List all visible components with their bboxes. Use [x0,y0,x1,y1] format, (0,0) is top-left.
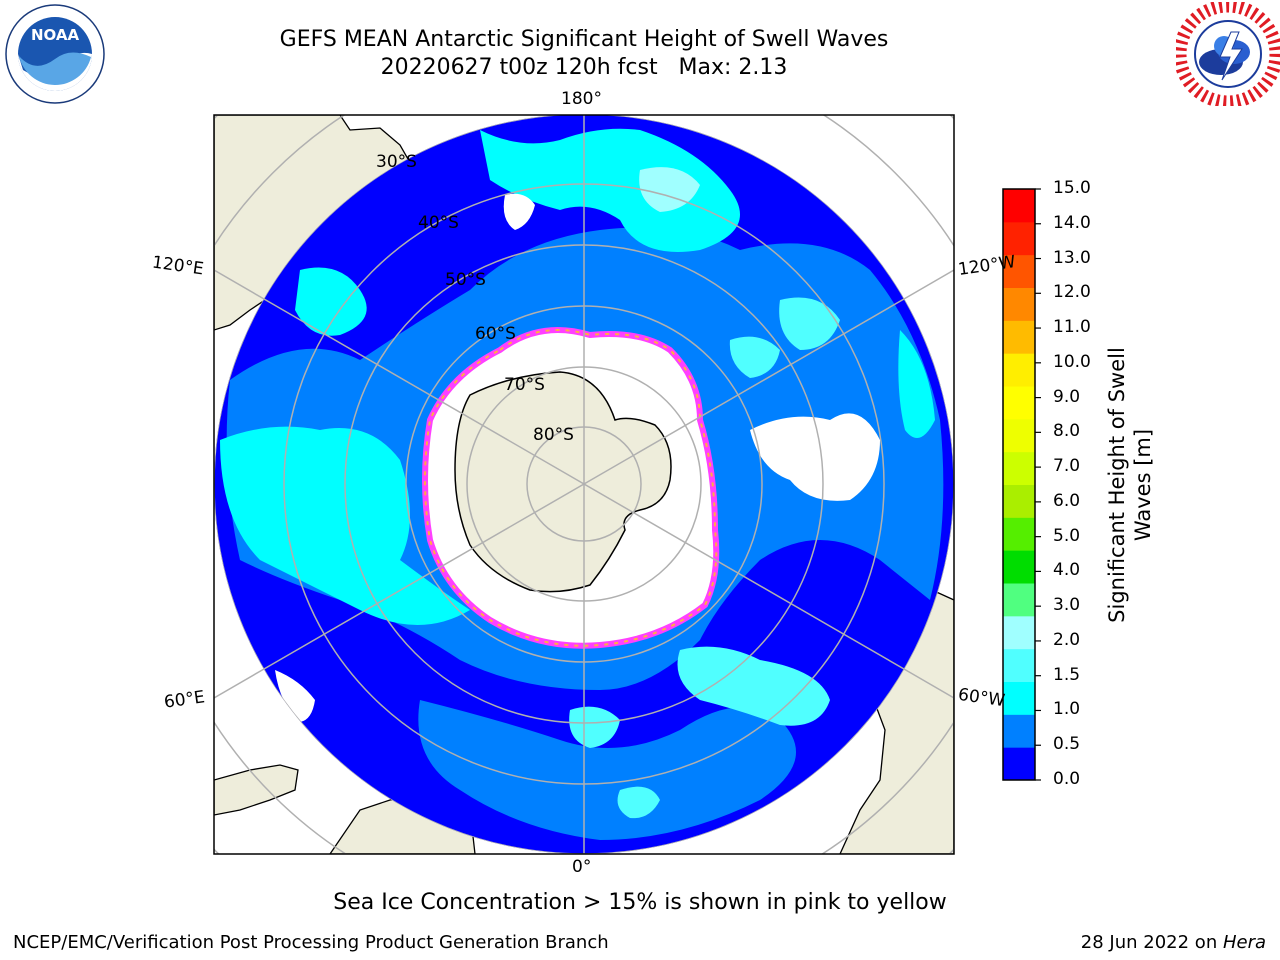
lon-label-0: 0° [572,857,592,877]
lat-label-70s: 70°S [504,375,545,395]
colorbar-segment [1003,189,1035,223]
colorbar-tick-label: 5.0 [1053,525,1081,546]
svg-text:NOAA: NOAA [31,26,80,44]
outer-graticule [214,115,954,854]
colorbar-segment [1003,221,1035,256]
colorbar-tick-label: 11.0 [1053,317,1091,338]
colorbar-tick-label: 9.0 [1053,386,1081,407]
colorbar-tick-label: 6.0 [1053,490,1081,511]
colorbar-segment [1003,320,1035,354]
colorbar-segment [1003,451,1035,485]
colorbar-segment [1003,517,1035,551]
colorbar-segment [1003,714,1035,748]
lat-label-80s: 80°S [533,425,574,445]
colorbar-tick-label: 2.0 [1053,629,1081,650]
colorbar-label: Significant Height of Swell Waves [m] [1105,347,1155,623]
colorbar-segment [1003,353,1035,387]
colorbar-segment [1003,418,1035,453]
footer-date-text: 28 Jun 2022 on [1080,932,1223,953]
colorbar-tick-label: 3.0 [1053,595,1081,616]
sea-ice-caption: Sea Ice Concentration > 15% is shown in … [333,890,947,915]
colorbar-segment [1003,747,1035,781]
colorbar-segment [1003,615,1035,650]
colorbar-tick-label: 15.0 [1053,178,1091,198]
chart-title: GEFS MEAN Antarctic Significant Height o… [279,27,889,52]
colorbar-tick-label: 4.0 [1053,560,1081,581]
colorbar-segment [1003,648,1035,682]
lat-label-30s: 30°S [376,152,417,172]
colorbar-tick-label: 1.5 [1053,664,1081,685]
map-frame [213,114,955,855]
colorbar [1002,188,1041,781]
lon-label-180: 180° [561,89,602,109]
colorbar-tick-label: 13.0 [1053,247,1091,268]
colorbar-segment [1003,583,1035,617]
colorbar-tick-label: 10.0 [1053,351,1091,372]
colorbar-segment [1003,681,1035,715]
forecast-subtitle: 20220627 t00z 120h fcst Max: 2.13 [380,55,788,80]
antarctica [454,371,672,593]
colorbar-segment [1003,484,1035,518]
lat-label-50s: 50°S [445,270,486,290]
colorbar-segment [1003,287,1035,321]
colorbar-segment [1003,254,1035,288]
footer-credit: NCEP/EMC/Verification Post Processing Pr… [13,932,609,953]
colorbar-tick-label: 0.5 [1053,734,1081,755]
footer-date: 28 Jun 2022 on Hera [1081,932,1266,953]
colorbar-tick-label: 1.0 [1053,699,1081,720]
lat-label-60s: 60°S [475,324,516,344]
noaa-logo: NOAA [5,4,105,104]
colorbar-tick-label: 14.0 [1053,212,1091,233]
colorbar-segment [1003,386,1035,420]
nws-logo [1176,2,1280,106]
colorbar-tick-label: 7.0 [1053,456,1081,477]
colorbar-frame [1002,188,1036,781]
lat-label-40s: 40°S [418,213,459,233]
colorbar-tick-label: 12.0 [1053,282,1091,303]
footer-host: Hera [1222,932,1266,953]
swell-height-field [214,115,954,854]
colorbar-tick-label: 8.0 [1053,421,1081,442]
colorbar-segment [1003,550,1035,584]
colorbar-tick-label: 0.0 [1053,769,1081,789]
graticule [214,115,954,854]
